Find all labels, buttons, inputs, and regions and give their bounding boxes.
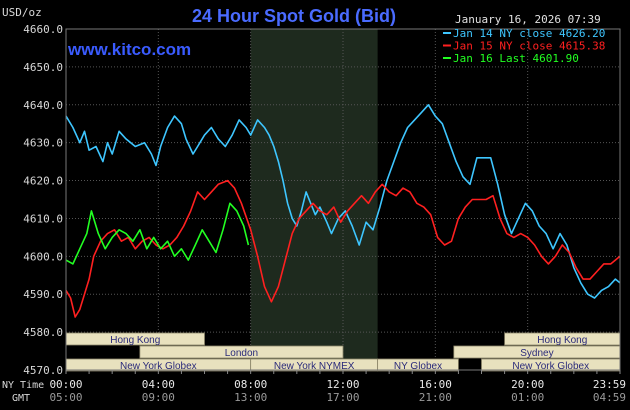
x-tick-label-ny: 08:00 [234, 378, 267, 391]
session-label: New York Globex [512, 361, 589, 372]
ny-time-label: NY Time [2, 380, 44, 391]
x-tick-label-gmt: 04:59 [593, 391, 626, 404]
y-tick-label: 4660.0 [23, 23, 63, 36]
session-label: New York Globex [120, 361, 197, 372]
series-line-1 [65, 104, 621, 299]
session-label: Hong Kong [537, 335, 587, 346]
y-tick-label: 4610.0 [23, 212, 63, 225]
y-tick-label: 4580.0 [23, 326, 63, 339]
legend-label: Jan 14 NY close 4626.20 [453, 27, 605, 40]
nymex-highlight-band [250, 29, 378, 370]
x-tick-label-gmt: 05:00 [49, 391, 82, 404]
series-line-3 [65, 202, 250, 265]
x-tick-label-ny: 04:00 [142, 378, 175, 391]
legend-label: Jan 15 NY close 4615.38 [453, 40, 605, 53]
x-tick-label-gmt: 09:00 [142, 391, 175, 404]
series-line-2 [65, 179, 621, 318]
y-tick-label: 4650.0 [23, 61, 63, 74]
y-tick-label: 4600.0 [23, 250, 63, 263]
gmt-label: GMT [12, 393, 30, 404]
y-tick-label: 4640.0 [23, 99, 63, 112]
x-tick-label-ny: 00:00 [49, 378, 82, 391]
x-tick-label-ny: 12:00 [326, 378, 359, 391]
session-bar [139, 345, 344, 359]
x-tick-label-gmt: 17:00 [326, 391, 359, 404]
session-label: New York NYMEX [274, 361, 355, 372]
x-tick-label-gmt: 01:00 [511, 391, 544, 404]
y-tick-label: 4570.0 [23, 364, 63, 377]
timestamp: January 16, 2026 07:39 [455, 13, 601, 26]
legend-label: Jan 16 Last 4601.90 [453, 52, 579, 65]
y-tick-label: 4590.0 [23, 288, 63, 301]
y-tick-label: 4630.0 [23, 137, 63, 150]
y-tick-label: 4620.0 [23, 175, 63, 188]
x-tick-label-ny: 16:00 [419, 378, 452, 391]
chart-title: 24 Hour Spot Gold (Bid) [192, 6, 396, 26]
watermark: www.kitco.com [67, 40, 191, 59]
session-label: London [225, 348, 258, 359]
session-bar [377, 358, 459, 372]
trading-sessions: Hong Kong London New York Globex New York N… [65, 332, 621, 372]
session-label: Hong Kong [110, 335, 160, 346]
x-tick-label-ny: 20:00 [511, 378, 544, 391]
y-axis-ticks: 4660.0 4650.0 4640.0 4630.0 4620.0 4610.0 4600… [23, 23, 63, 377]
x-tick-label-gmt: 21:00 [419, 391, 452, 404]
x-tick-label-gmt: 13:00 [234, 391, 267, 404]
session-label: NY Globex [394, 361, 442, 372]
unit-label: USD/oz [2, 6, 42, 19]
x-tick-label-ny: 23:59 [593, 378, 626, 391]
session-label: Sydney [520, 348, 553, 359]
series-lines [65, 104, 621, 318]
